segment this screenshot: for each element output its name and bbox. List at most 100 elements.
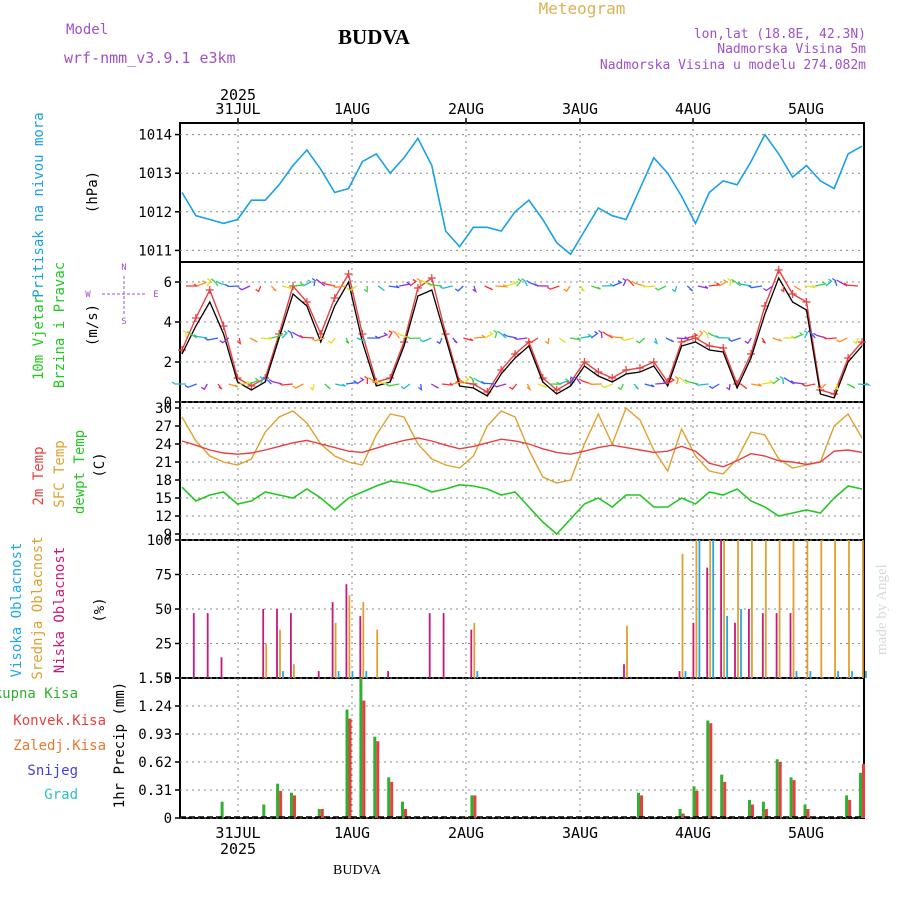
wind-barb [513,336,528,340]
gust-point [358,330,367,338]
wind-barb [587,381,603,385]
low-cloud-bar [359,615,362,678]
low-cloud-bar [775,613,778,678]
conv-precip-bar [404,809,407,818]
ytick-label: 0 [164,395,172,411]
wind-barb [186,283,200,287]
wind-barb [409,278,418,287]
gust-point [205,286,214,294]
wind-barb [278,382,293,386]
mid-cloud-bar [626,625,628,678]
wind-barb [271,333,283,339]
mid-cloud-bar [848,540,850,678]
conv-precip-bar [778,762,782,818]
wind-barb [641,284,656,288]
wind-barb [783,335,797,339]
gust-point [858,338,866,346]
mid-cloud-bar [792,540,795,678]
panel-frame-2 [179,401,865,541]
wind-barb [715,335,731,339]
wind-barb [311,337,325,342]
wind-barb [171,381,186,385]
gust-point [580,358,589,366]
low-cloud-bar [387,671,389,678]
mid-cloud-bar [695,540,698,678]
wind-barb [473,334,487,339]
wind-barb [731,278,742,287]
wind-barb [836,337,848,343]
wind-barb [287,330,294,339]
temp2m-line [181,437,863,468]
total-precip-bar [387,777,391,818]
low-cloud-bar [331,602,334,678]
low-cloud-bar [276,609,278,678]
wind-barb [388,330,393,339]
wind-unit: (m/s) [85,304,101,346]
high-cloud-bar [337,671,340,678]
wind-barb [763,285,774,292]
conv-precip-bar [751,804,754,818]
total-precip-bar [678,809,682,818]
ytick-label: 21 [155,455,172,471]
wind-barb [684,379,699,385]
wind-barb [473,377,485,385]
high-cloud-bar [837,671,839,678]
mid-cloud-bar [709,540,712,678]
wind-barb [270,285,277,292]
low-cloud-bar [428,613,431,678]
top-day-label: 31JUL [215,100,260,118]
ytick-label: 1.55 [138,671,172,687]
wind-barb [857,382,872,386]
total-precip-bar [470,795,474,818]
wind-barb [665,337,675,343]
wind-barb [569,337,581,341]
wind-barb [516,278,522,287]
wind-barb [249,377,260,385]
wind-barb [779,375,784,385]
wind-barb [526,383,532,392]
wind-barb [626,278,635,287]
total-precip-bar [803,804,807,818]
total-precip-bar [373,736,377,818]
wind-barb [210,278,219,287]
conv-precip-bar [806,809,810,818]
gust-point [622,366,631,374]
panels: 1011101210131014024691215182124273002550… [138,122,865,827]
wind-barb [400,383,411,390]
wind-barb [472,285,477,293]
ytick-label: 1.24 [138,699,172,715]
wind-barb [822,336,837,340]
gust-point [594,368,603,376]
wind-barb [740,383,748,390]
wind-barb [744,337,752,345]
top-day-label: 1AUG [334,100,370,118]
wind-barb [678,376,688,385]
wind-barb [430,383,439,389]
top-day-label: 4AUG [675,100,711,118]
low-cloud-ylabel: Niska Oblacnost [52,547,68,673]
wind-barb [497,330,507,339]
low-cloud-bar [470,629,473,678]
wind-barb [225,283,240,288]
wind-barb [537,383,547,389]
low-cloud-bar [192,613,195,678]
high-cloud-bar [282,671,284,678]
conv-precip-bar [320,809,324,818]
page-title: BUDVA [338,25,411,49]
ytick-label: 0 [164,671,172,687]
precip-legend: Ukupna Kisa Konvek.Kisa Zaledj.Kisa Snijeg G… [0,686,106,803]
wind-barb [726,383,731,391]
gust-point [302,298,311,306]
conv-precip-bar [792,780,796,818]
compass-w: W [85,290,91,300]
wind-barb [505,280,518,287]
wind-barb [249,337,258,343]
temp-unit: (C) [92,452,108,477]
wind-barb [406,335,421,340]
low-cloud-bar [720,540,722,678]
wind-barb [441,382,454,386]
wind-barb [686,285,694,292]
wind-barb [620,337,635,341]
wind-barb [238,285,251,291]
top-day-label: 5AUG [788,100,824,118]
